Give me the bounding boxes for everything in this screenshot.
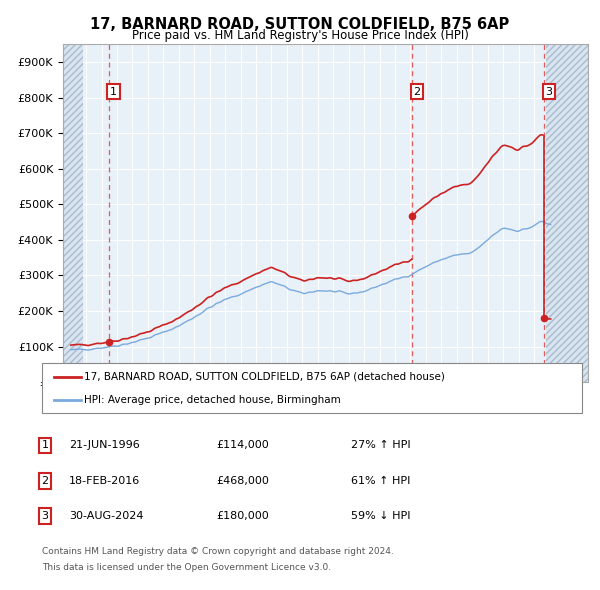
Text: 1: 1 bbox=[41, 441, 49, 450]
Text: £180,000: £180,000 bbox=[216, 512, 269, 521]
Text: 17, BARNARD ROAD, SUTTON COLDFIELD, B75 6AP (detached house): 17, BARNARD ROAD, SUTTON COLDFIELD, B75 … bbox=[84, 372, 445, 382]
Text: 2: 2 bbox=[413, 87, 421, 97]
Text: 61% ↑ HPI: 61% ↑ HPI bbox=[351, 476, 410, 486]
Text: 21-JUN-1996: 21-JUN-1996 bbox=[69, 441, 140, 450]
Text: 30-AUG-2024: 30-AUG-2024 bbox=[69, 512, 143, 521]
Text: 18-FEB-2016: 18-FEB-2016 bbox=[69, 476, 140, 486]
Bar bbox=[545, 44, 588, 382]
Text: £114,000: £114,000 bbox=[216, 441, 269, 450]
Text: 2: 2 bbox=[41, 476, 49, 486]
Text: £468,000: £468,000 bbox=[216, 476, 269, 486]
Text: 3: 3 bbox=[41, 512, 49, 521]
Text: 59% ↓ HPI: 59% ↓ HPI bbox=[351, 512, 410, 521]
Text: 27% ↑ HPI: 27% ↑ HPI bbox=[351, 441, 410, 450]
Text: 17, BARNARD ROAD, SUTTON COLDFIELD, B75 6AP: 17, BARNARD ROAD, SUTTON COLDFIELD, B75 … bbox=[91, 17, 509, 31]
Text: Price paid vs. HM Land Registry's House Price Index (HPI): Price paid vs. HM Land Registry's House … bbox=[131, 30, 469, 42]
Text: 1: 1 bbox=[110, 87, 117, 97]
Bar bbox=[63, 44, 83, 382]
Text: This data is licensed under the Open Government Licence v3.0.: This data is licensed under the Open Gov… bbox=[42, 563, 331, 572]
Text: HPI: Average price, detached house, Birmingham: HPI: Average price, detached house, Birm… bbox=[84, 395, 341, 405]
Text: Contains HM Land Registry data © Crown copyright and database right 2024.: Contains HM Land Registry data © Crown c… bbox=[42, 547, 394, 556]
Text: 3: 3 bbox=[545, 87, 552, 97]
